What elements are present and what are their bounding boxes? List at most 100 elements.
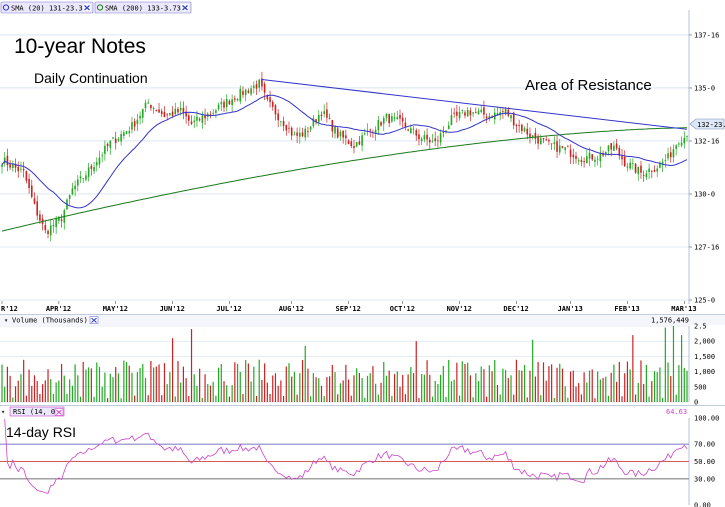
sma-200-line bbox=[1, 127, 687, 232]
volume-bar bbox=[104, 372, 106, 402]
volume-bar bbox=[134, 395, 136, 402]
candle-body bbox=[198, 119, 201, 121]
volume-bar bbox=[502, 368, 504, 402]
volume-bar bbox=[507, 378, 509, 402]
candle-body bbox=[30, 185, 33, 197]
volume-bar bbox=[659, 367, 661, 402]
volume-bar bbox=[258, 359, 260, 402]
volume-bar bbox=[71, 385, 73, 402]
candle-body bbox=[120, 134, 122, 142]
candle-body bbox=[626, 166, 629, 168]
rsi-panel: ▾ RSI (14, 0) 64.63 14-day RSI 100.00 70.… bbox=[0, 406, 725, 507]
volume-bar bbox=[458, 395, 461, 402]
candle-body bbox=[242, 91, 244, 95]
candle-body bbox=[334, 126, 336, 134]
candle-body bbox=[301, 132, 304, 137]
rsi-collapse-icon[interactable]: ▾ bbox=[1, 408, 5, 416]
volume-bar bbox=[17, 380, 19, 402]
candle-body bbox=[22, 168, 25, 171]
volume-bar bbox=[307, 368, 309, 402]
candle-body bbox=[659, 162, 661, 168]
candle-body bbox=[363, 133, 366, 135]
candle-body bbox=[79, 176, 82, 179]
candle-body bbox=[196, 116, 198, 121]
volume-bar bbox=[415, 341, 417, 402]
candle-body bbox=[342, 130, 344, 138]
volume-bar bbox=[190, 329, 193, 402]
candle-body bbox=[591, 154, 594, 160]
volume-bar bbox=[139, 368, 141, 402]
candle-body bbox=[288, 127, 290, 129]
candle-body bbox=[263, 83, 266, 93]
legend-sma-200[interactable]: SMA (200) 133-3.73 bbox=[94, 1, 192, 14]
time-tick-label: R'12 bbox=[1, 305, 18, 313]
volume-bar bbox=[356, 368, 358, 402]
candle-body bbox=[209, 113, 212, 115]
volume-bar bbox=[174, 396, 176, 402]
volume-bar bbox=[6, 366, 9, 402]
legend-sma-20-value: 131-23.38 bbox=[49, 5, 87, 13]
volume-bar bbox=[291, 376, 293, 402]
candle-body bbox=[445, 130, 447, 132]
candle-body bbox=[309, 126, 312, 130]
volume-bar bbox=[431, 396, 434, 402]
candle-body bbox=[485, 116, 488, 118]
volume-collapse-icon[interactable]: ▾ bbox=[4, 317, 8, 325]
candle-body bbox=[123, 132, 125, 136]
candle-body bbox=[282, 121, 285, 126]
time-tick-label: AUG'12 bbox=[279, 305, 304, 313]
candle-body bbox=[323, 111, 326, 114]
volume-bar bbox=[101, 386, 103, 402]
rsi-close-button[interactable] bbox=[54, 408, 64, 416]
volume-bars bbox=[1, 326, 688, 402]
volume-bar bbox=[253, 366, 255, 402]
volume-bar bbox=[158, 364, 160, 402]
candle-body bbox=[545, 139, 548, 141]
volume-bar bbox=[496, 384, 499, 402]
volume-bar bbox=[106, 398, 109, 402]
candle-body bbox=[139, 115, 141, 119]
volume-bar bbox=[215, 395, 217, 402]
volume-bar bbox=[25, 395, 27, 402]
candle-body bbox=[49, 225, 52, 236]
candle-body bbox=[569, 149, 572, 157]
rsi-tick-label: 30.00 bbox=[694, 475, 715, 483]
legend-sma-20[interactable]: SMA (20) 131-23.38 bbox=[0, 1, 94, 14]
volume-bar bbox=[475, 373, 477, 402]
candle-body bbox=[686, 136, 688, 137]
candle-body bbox=[642, 174, 645, 176]
volume-bar bbox=[421, 374, 423, 402]
candle-body bbox=[567, 146, 569, 148]
volume-bar bbox=[542, 362, 545, 402]
candle-body bbox=[28, 178, 30, 188]
close-icon[interactable] bbox=[84, 5, 90, 11]
volume-close-button[interactable] bbox=[89, 316, 99, 324]
volume-bar bbox=[169, 372, 171, 402]
resistance-trendline bbox=[261, 78, 688, 130]
candle-body bbox=[488, 116, 491, 120]
volume-bar bbox=[44, 380, 46, 402]
candle-body bbox=[68, 194, 71, 199]
candle-body bbox=[52, 225, 55, 227]
volume-bar bbox=[369, 373, 371, 402]
close-icon[interactable] bbox=[91, 317, 97, 323]
close-icon[interactable] bbox=[182, 5, 188, 11]
volume-bar bbox=[125, 362, 128, 402]
svg-text:SMA (20) 131-23.38: SMA (20) 131-23.38 bbox=[11, 5, 87, 13]
candle-body bbox=[296, 132, 298, 136]
volume-bar bbox=[180, 382, 182, 402]
volume-bar bbox=[643, 384, 645, 402]
candle-body bbox=[504, 108, 507, 115]
volume-bar bbox=[4, 386, 6, 402]
candle-body bbox=[634, 163, 637, 173]
candle-body bbox=[401, 117, 404, 122]
candle-body bbox=[412, 128, 415, 130]
candle-body bbox=[385, 113, 388, 118]
close-icon[interactable] bbox=[56, 409, 62, 415]
candle-body bbox=[355, 142, 358, 147]
candle-body bbox=[450, 115, 453, 126]
candle-body bbox=[177, 109, 179, 113]
volume-bar bbox=[396, 371, 398, 402]
volume-bar bbox=[653, 371, 656, 402]
volume-bar bbox=[488, 365, 490, 402]
